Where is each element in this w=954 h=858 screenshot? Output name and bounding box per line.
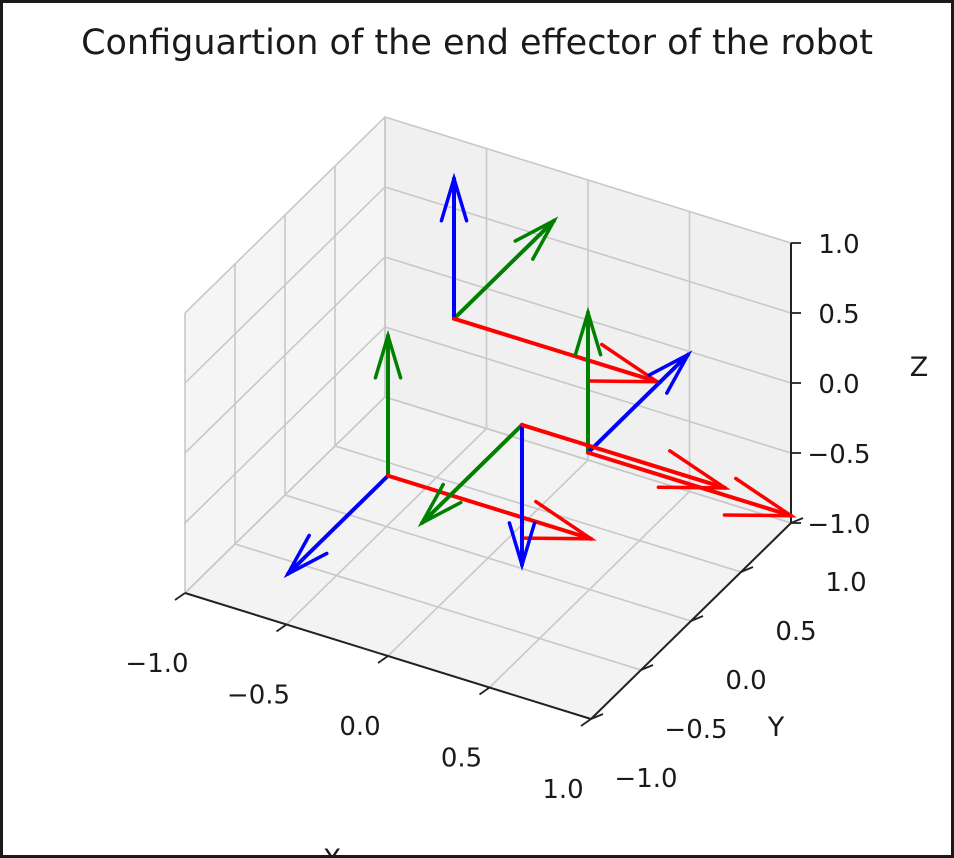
grid-line bbox=[184, 186, 386, 384]
y-tick-mark bbox=[690, 615, 704, 622]
grid-line bbox=[184, 256, 386, 454]
z-direction-arrow-head bbox=[439, 172, 469, 223]
x-tick-label: 0.5 bbox=[441, 744, 482, 774]
x-tick-mark bbox=[275, 623, 288, 633]
y-tick-mark bbox=[640, 664, 654, 671]
x-direction-arrow bbox=[585, 450, 793, 518]
z-direction-arrow-head bbox=[507, 521, 537, 571]
y-tick-mark bbox=[590, 713, 604, 720]
y-tick-label: 0.0 bbox=[725, 666, 766, 696]
x-tick-mark bbox=[478, 686, 491, 696]
x-tick-label: −1.0 bbox=[125, 649, 188, 679]
x-tick-mark bbox=[174, 592, 186, 601]
y-direction-arrow-head bbox=[573, 306, 603, 357]
z-tick-label: −0.5 bbox=[807, 440, 870, 470]
y-direction-arrow-head bbox=[513, 216, 559, 261]
grid-line bbox=[384, 116, 792, 244]
x-direction-arrow-head bbox=[522, 499, 597, 541]
x-direction-arrow bbox=[519, 422, 727, 490]
z-tick-label: 1.0 bbox=[818, 230, 859, 260]
y-tick-label: 0.5 bbox=[775, 617, 816, 647]
y-direction-arrow bbox=[419, 422, 524, 525]
z-tick-label: −1.0 bbox=[807, 510, 870, 540]
quiver-arrows bbox=[283, 172, 797, 579]
z-direction-arrow-head bbox=[283, 533, 329, 579]
grid-line bbox=[184, 116, 386, 314]
grid-line bbox=[334, 445, 742, 573]
x-tick-label: 0.0 bbox=[339, 712, 380, 742]
tick-labels: −1.0 −0.5 0.0 0.5 1.0 −1.0 −0.5 0.0 0.5 1.0 −1.0 −0… bbox=[125, 230, 870, 805]
z-axis-label: Z bbox=[910, 352, 929, 383]
y-tick-mark bbox=[740, 566, 754, 573]
z-tick-label: 0.0 bbox=[818, 370, 859, 400]
y-tick-label: −0.5 bbox=[664, 715, 727, 745]
x-direction-arrow-head bbox=[722, 476, 797, 518]
z-tick-label: 0.5 bbox=[818, 300, 859, 330]
x-axis-label: X bbox=[323, 844, 342, 858]
grid-line bbox=[384, 396, 792, 524]
x-tick-label: −0.5 bbox=[227, 681, 290, 711]
x-direction-arrow bbox=[452, 316, 660, 384]
axes-panes bbox=[184, 115, 792, 720]
x-tick-label: 1.0 bbox=[542, 775, 583, 805]
z-direction-arrow bbox=[286, 473, 391, 576]
y-direction-arrow-head bbox=[373, 329, 403, 380]
x-tick-mark bbox=[580, 718, 592, 727]
x-tick-mark bbox=[377, 655, 389, 664]
y-tick-label: −1.0 bbox=[614, 764, 677, 794]
chart-title: Configuartion of the end effector of the… bbox=[81, 23, 873, 63]
x-direction-arrow-head bbox=[588, 342, 663, 384]
y-tick-label: 1.0 bbox=[825, 568, 866, 598]
grid-line bbox=[284, 494, 692, 622]
z-direction-arrow-head bbox=[647, 350, 693, 395]
y-direction-arrow bbox=[452, 218, 557, 321]
grid-line bbox=[488, 490, 691, 689]
y-direction-arrow-head bbox=[417, 482, 463, 528]
z-direction-arrow bbox=[585, 352, 690, 455]
y-axis-label: Y bbox=[767, 712, 785, 743]
x-direction-arrow bbox=[386, 473, 594, 541]
x-direction-arrow-head bbox=[656, 449, 731, 490]
